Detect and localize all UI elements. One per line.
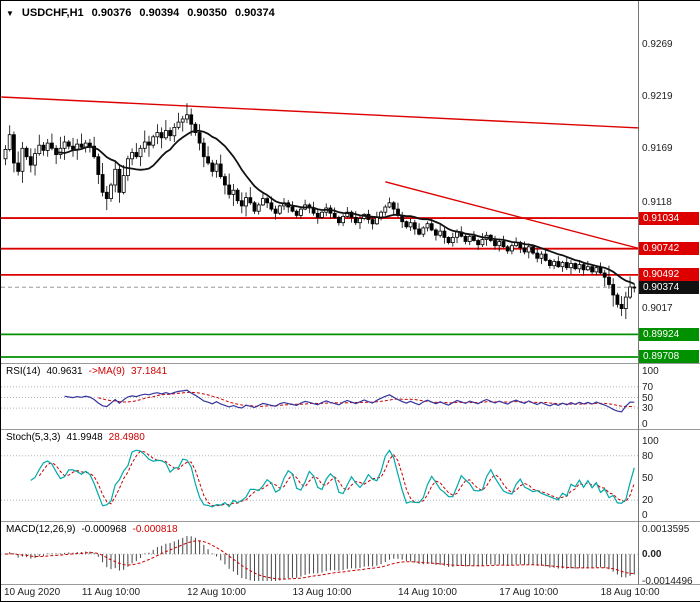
stoch-scale-label: 20 — [642, 495, 654, 507]
stoch-header: Stoch(5,3,3) 41.9948 28.4980 — [6, 432, 145, 443]
rsi-scale-label: 30 — [642, 403, 654, 415]
stoch-scale-label: 0 — [642, 510, 648, 521]
stoch-label: Stoch(5,3,3) — [6, 432, 61, 443]
rsi-scale-label: 100 — [642, 366, 659, 377]
macd-signal-value: -0.000818 — [132, 524, 178, 535]
time-axis-label: 17 Aug 10:00 — [499, 587, 559, 598]
stoch-scale-label: 100 — [642, 436, 659, 447]
price-axis-label: 0.9017 — [642, 302, 673, 314]
rsi-scale-label: 70 — [642, 381, 654, 393]
macd-label: MACD(12,26,9) — [6, 524, 76, 535]
price-axis-label: 0.9169 — [642, 143, 673, 155]
current-price-badge: 0.90374 — [639, 280, 699, 294]
stoch-value: 41.9948 — [66, 432, 103, 443]
price-axis-label: 0.9219 — [642, 90, 673, 102]
macd-scale-label: 0.0013595 — [642, 524, 690, 535]
time-axis-label: 14 Aug 10:00 — [398, 587, 457, 598]
price-level-badge: 0.90742 — [639, 242, 699, 256]
price-level-badge: 0.91034 — [639, 211, 699, 225]
macd-value: -0.000968 — [81, 524, 127, 535]
rsi-label: RSI(14) — [6, 366, 41, 377]
chart-header: ▼ USDCHF,H1 0.90376 0.90394 0.90350 0.90… — [6, 7, 275, 19]
time-axis-label: 12 Aug 10:00 — [187, 587, 246, 598]
symbol-timeframe-label: USDCHF,H1 — [21, 7, 84, 19]
rsi-header: RSI(14) 40.9631 ->MA(9) 37.1841 — [6, 366, 167, 377]
rsi-ma-value: 37.1841 — [131, 366, 168, 377]
rsi-value: 40.9631 — [46, 366, 83, 377]
time-axis-label: 10 Aug 2020 — [4, 587, 61, 598]
time-axis-label: 18 Aug 10:00 — [600, 587, 660, 598]
price-level-badge: 0.90492 — [639, 268, 699, 282]
ohlc-open: 0.90376 — [91, 7, 132, 19]
ohlc-low: 0.90350 — [187, 7, 227, 19]
ohlc-close: 0.90374 — [234, 7, 275, 19]
rsi-ma-label: ->MA(9) — [88, 366, 126, 377]
stoch-signal-value: 28.4980 — [108, 432, 145, 443]
time-axis-label: 13 Aug 10:00 — [292, 587, 352, 598]
stoch-scale-label: 80 — [642, 450, 654, 462]
chevron-down-icon[interactable]: ▼ — [6, 8, 14, 18]
price-axis-label: 0.9118 — [642, 196, 672, 208]
time-axis-label: 11 Aug 10:00 — [81, 587, 141, 598]
ohlc-high: 0.90394 — [139, 7, 180, 19]
macd-scale-label: -0.0014496 — [642, 576, 693, 587]
rsi-scale-label: 50 — [642, 392, 654, 404]
price-level-badge: 0.89708 — [639, 350, 699, 364]
stoch-scale-label: 50 — [642, 473, 654, 484]
macd-header: MACD(12,26,9) -0.000968 -0.000818 — [6, 524, 178, 535]
price-level-badge: 0.89924 — [639, 327, 699, 341]
price-axis-label: 0.9269 — [642, 38, 673, 50]
rsi-scale-label: 0 — [642, 419, 648, 430]
macd-scale-label: 0.00 — [642, 549, 662, 561]
